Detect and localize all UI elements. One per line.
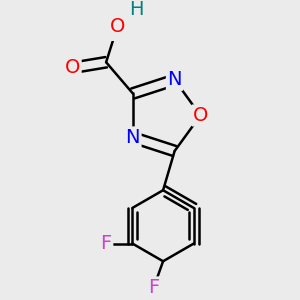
Text: F: F (148, 278, 159, 297)
Text: O: O (65, 58, 80, 77)
Text: F: F (100, 234, 112, 253)
Text: N: N (126, 128, 140, 147)
Text: O: O (110, 17, 125, 36)
Text: O: O (193, 106, 208, 125)
Text: N: N (167, 70, 182, 89)
Text: H: H (129, 0, 143, 20)
